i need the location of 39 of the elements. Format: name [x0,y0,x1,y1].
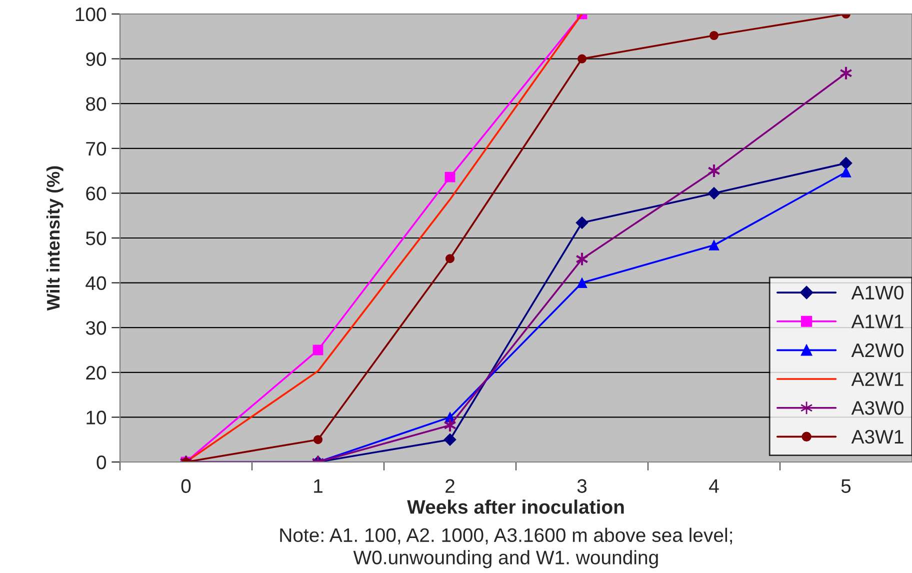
x-tick-label: 2 [446,479,454,493]
legend-label: A3W1 [851,430,904,444]
point [840,156,852,170]
point [709,30,719,40]
x-axis-title: Weeks after inoculation [407,500,624,514]
x-tick-label: 1 [314,479,322,493]
point [576,216,588,230]
point [708,186,720,200]
y-tick-label: 10 [86,410,106,424]
y-tick-label: 60 [86,186,106,200]
point [577,54,587,64]
y-tick-label: 90 [86,52,106,66]
x-tick-label: 0 [181,479,191,493]
point [708,240,720,250]
y-tick-label: 30 [86,321,106,335]
y-axis-title: Wilt intensity (%) [46,166,64,311]
y-tick-label: 70 [86,142,106,156]
point [444,172,456,182]
point [313,435,323,444]
y-tick-label: 80 [86,97,106,111]
legend-label: A2W1 [851,372,904,386]
point [576,278,588,288]
legend-label: A1W0 [851,286,904,300]
y-tick-label: 20 [86,366,106,380]
point [312,344,324,356]
x-tick-label: 5 [841,479,851,493]
legend-label: A2W0 [851,343,904,358]
x-tick-label: 4 [709,479,719,493]
y-tick-label: 50 [86,231,106,246]
legend-label: A3W0 [851,401,904,415]
y-tick-label: 0 [96,455,106,470]
point [444,433,456,446]
point [445,254,455,264]
legend-label: A1W1 [851,314,904,328]
text: Note: A1. 100, A2. 1000, A3.1600 m above sea level; W0.unwounding and W1. wounding [280,528,732,568]
point [840,166,852,178]
x-tick-label: 3 [577,479,587,493]
y-tick-label: 40 [86,276,106,290]
y-tick-label: 100 [76,7,106,22]
